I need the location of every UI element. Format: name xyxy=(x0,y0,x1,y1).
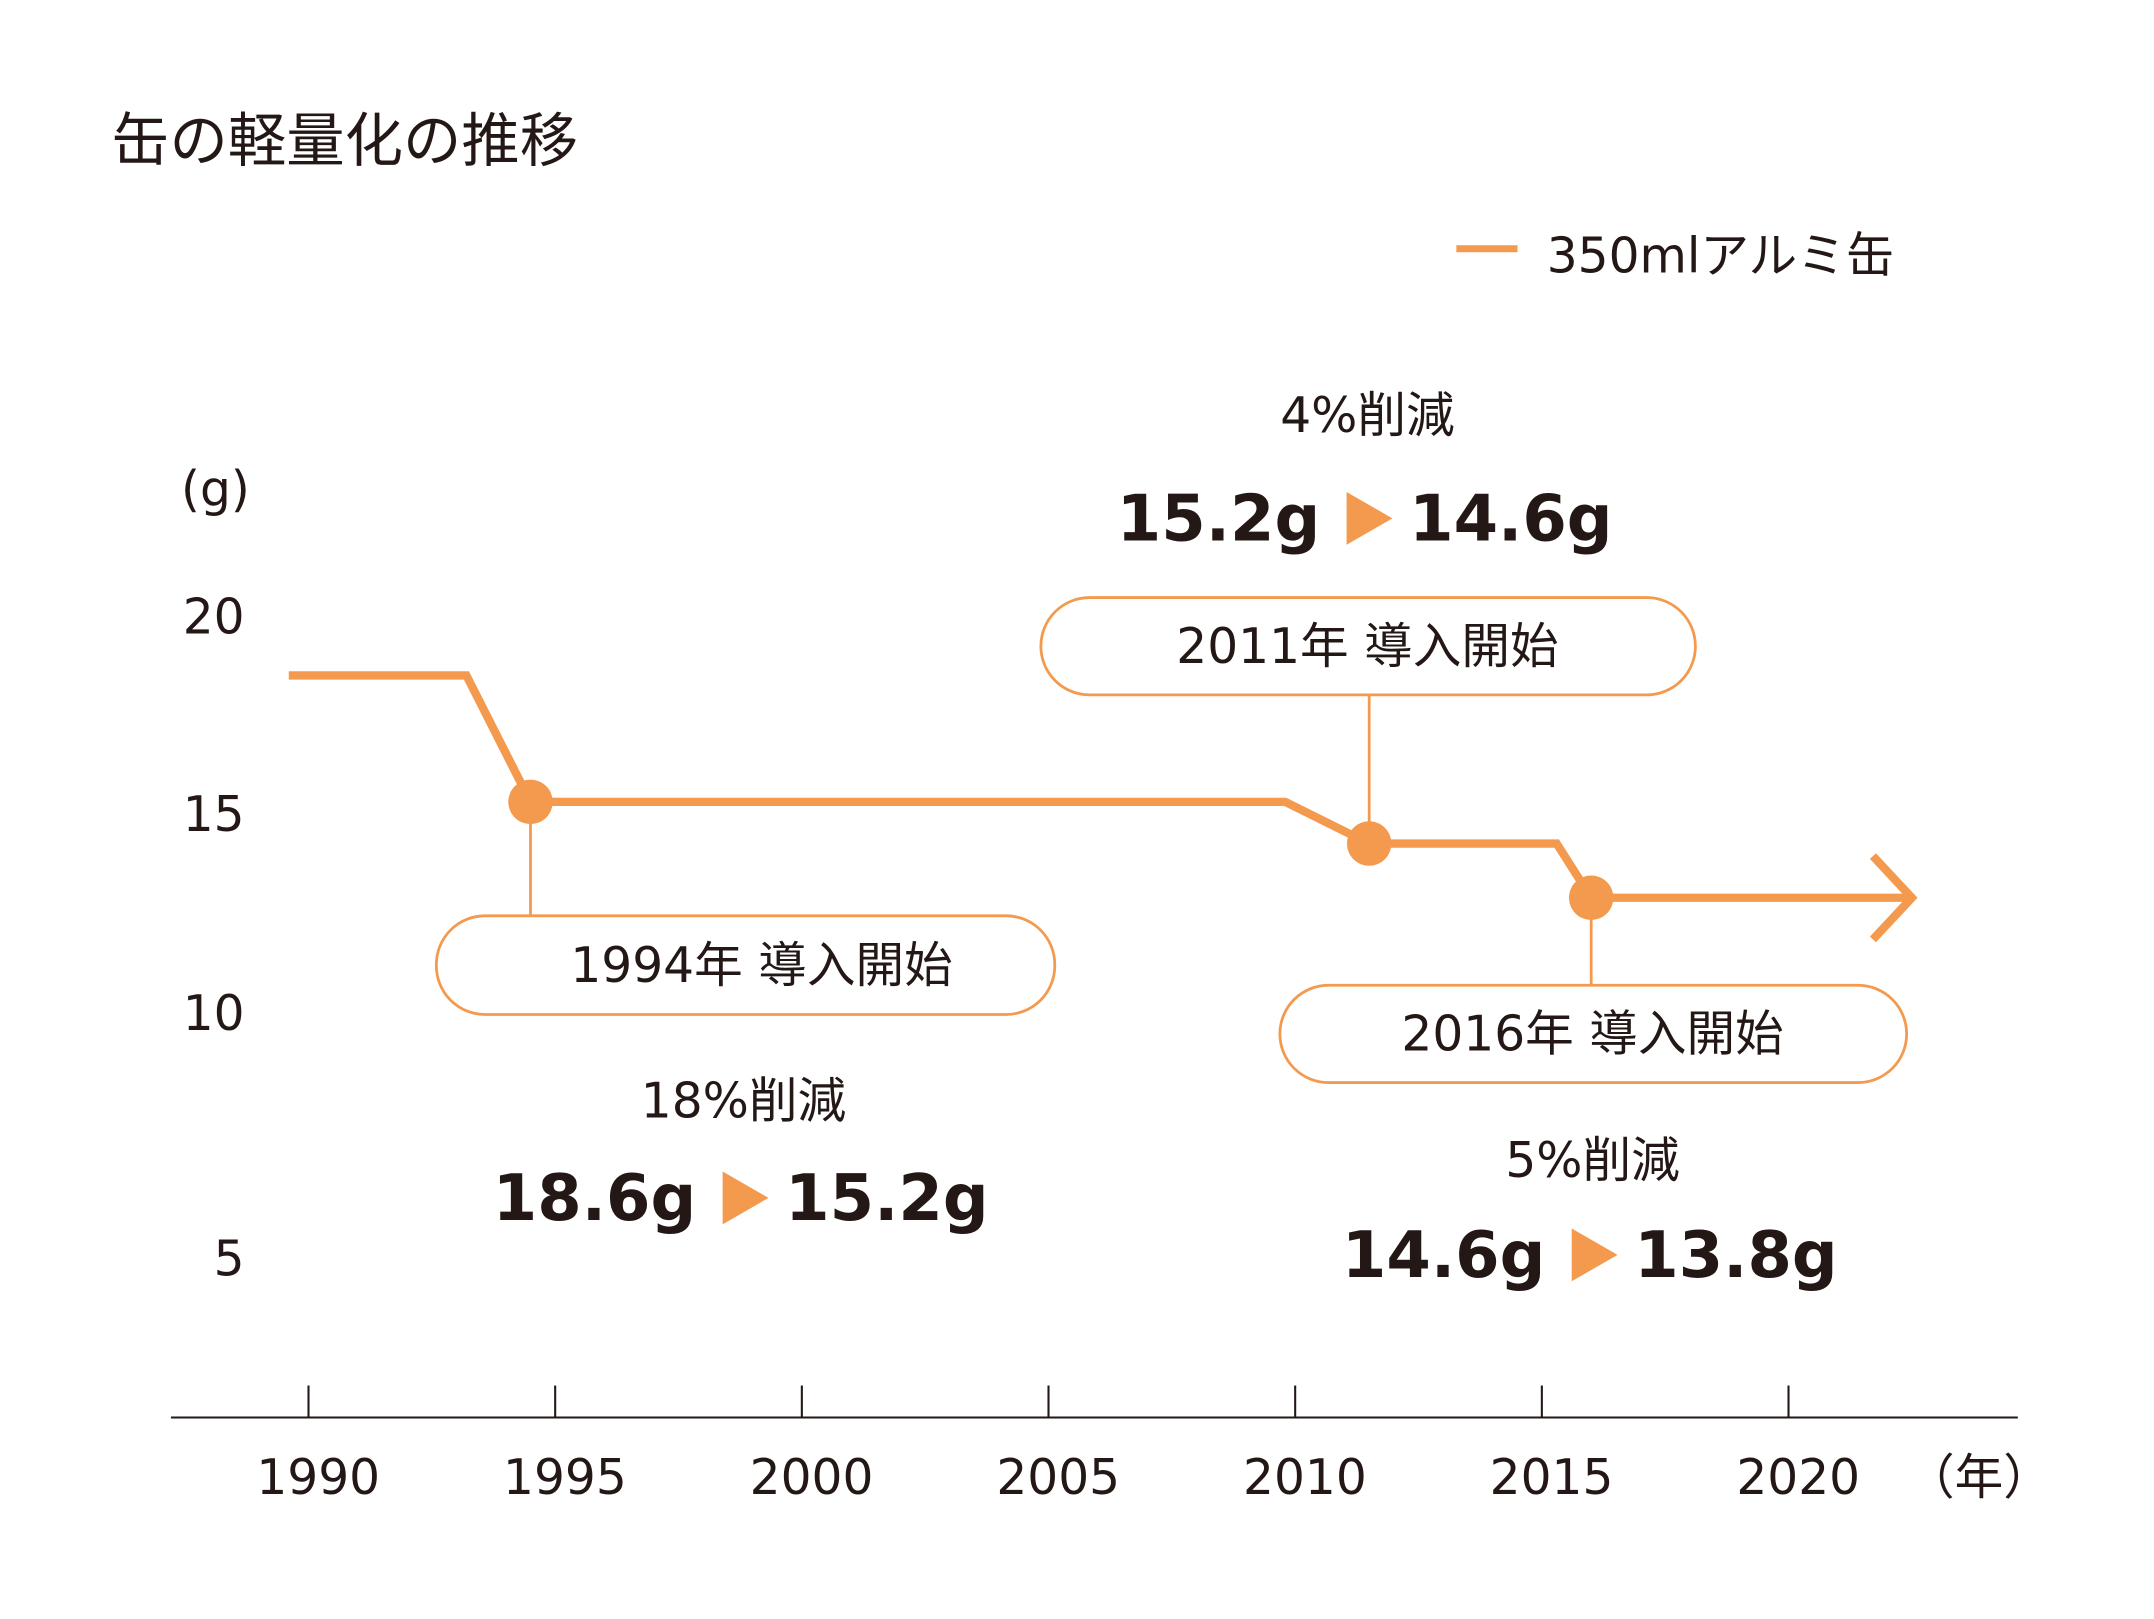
arrow-right-icon xyxy=(1346,491,1393,545)
data-point xyxy=(508,779,553,825)
weight-after: 14.6g xyxy=(1409,483,1612,557)
weight-after: 13.8g xyxy=(1634,1219,1837,1293)
x-tick-label: 1990 xyxy=(256,1450,380,1506)
arrow-head xyxy=(1869,853,1918,943)
weight-after: 15.2g xyxy=(785,1162,988,1236)
data-point xyxy=(1568,875,1614,920)
callout-box xyxy=(1278,983,1909,1084)
callout-label: 1994年 導入開始 xyxy=(570,938,952,994)
arrow-right-icon xyxy=(1571,1228,1618,1282)
y-tick-label: 5 xyxy=(214,1232,245,1288)
x-tick-label: 2020 xyxy=(1736,1450,1860,1506)
legend-label: 350mlアルミ缶 xyxy=(1547,228,1895,284)
x-tick-label: 2000 xyxy=(750,1450,874,1506)
y-tick-label: 15 xyxy=(183,787,245,843)
x-axis-label: （年） xyxy=(1906,1450,2052,1506)
legend: 350mlアルミ缶 xyxy=(1456,228,1894,284)
x-tick-label: 2005 xyxy=(996,1450,1120,1506)
arrow-right-icon xyxy=(722,1171,769,1225)
x-tick-label: 1995 xyxy=(503,1450,627,1506)
weight-before: 14.6g xyxy=(1342,1219,1545,1293)
y-tick-label: 10 xyxy=(183,986,245,1042)
x-tick-label: 2015 xyxy=(1490,1450,1614,1506)
data-point xyxy=(1346,821,1392,866)
reduction-label: 4%削減 xyxy=(1280,388,1454,444)
weight-before: 18.6g xyxy=(493,1162,696,1236)
reduction-label: 18%削減 xyxy=(641,1073,846,1129)
callout-box xyxy=(434,914,1057,1016)
chart-title: 缶の軽量化の推移 xyxy=(111,107,578,175)
reduction-label: 5%削減 xyxy=(1505,1133,1679,1189)
callout-label: 2016年 導入開始 xyxy=(1401,1007,1783,1063)
x-tick-label: 2010 xyxy=(1243,1450,1367,1506)
callout-box xyxy=(1039,596,1697,697)
y-tick-label: 20 xyxy=(183,590,245,646)
y-axis-label: (g) xyxy=(181,462,250,518)
weight-before: 15.2g xyxy=(1117,483,1320,557)
callout-label: 2011年 導入開始 xyxy=(1176,619,1558,675)
